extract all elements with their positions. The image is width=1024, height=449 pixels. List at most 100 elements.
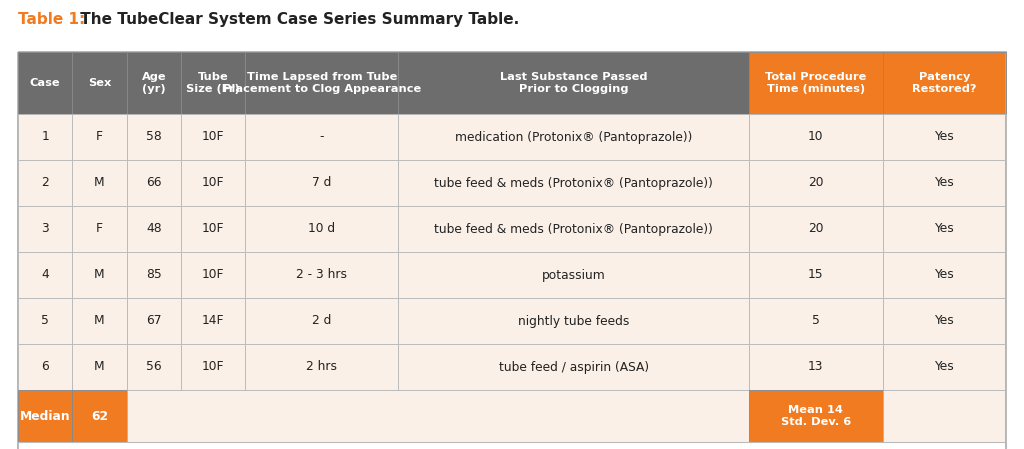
Bar [73, 390, 127, 442]
Bar [181, 252, 245, 298]
Bar [18, 114, 73, 160]
Text: 4: 4 [41, 269, 49, 282]
Text: Yes: Yes [934, 269, 954, 282]
Bar [750, 114, 883, 160]
Bar [181, 206, 245, 252]
Bar [73, 298, 127, 344]
Text: potassium: potassium [542, 269, 605, 282]
Text: Yes: Yes [934, 131, 954, 144]
Bar [883, 298, 1006, 344]
Bar [127, 390, 750, 442]
Text: Case: Case [30, 78, 60, 88]
Bar [73, 344, 127, 390]
Text: 14F: 14F [202, 314, 224, 327]
Bar [18, 52, 73, 114]
Bar [245, 298, 398, 344]
Text: -: - [319, 131, 324, 144]
Bar [18, 206, 73, 252]
Bar [398, 114, 750, 160]
Text: 10F: 10F [202, 361, 224, 374]
Text: 2 - 3 hrs: 2 - 3 hrs [296, 269, 347, 282]
Text: Sex: Sex [88, 78, 112, 88]
Bar [73, 252, 127, 298]
Bar [73, 114, 127, 160]
Text: tube feed / aspirin (ASA): tube feed / aspirin (ASA) [499, 361, 649, 374]
Bar [245, 52, 398, 114]
Text: 6: 6 [41, 361, 49, 374]
Text: 2 hrs: 2 hrs [306, 361, 337, 374]
Bar [245, 160, 398, 206]
Bar [398, 160, 750, 206]
Bar [245, 252, 398, 298]
Bar [245, 298, 398, 344]
Text: 20: 20 [808, 176, 823, 189]
Bar [73, 298, 127, 344]
Bar [18, 160, 73, 206]
Bar [398, 252, 750, 298]
Bar [73, 52, 127, 114]
Bar [883, 252, 1006, 298]
Text: 5: 5 [812, 314, 820, 327]
Text: Tube
Size (Fr): Tube Size (Fr) [186, 72, 240, 94]
Bar [883, 114, 1006, 160]
Bar [750, 206, 883, 252]
Bar [883, 52, 1006, 114]
Bar [883, 206, 1006, 252]
Text: 3: 3 [41, 223, 49, 235]
Text: Time Lapsed from Tube
Placement to Clog Appearance: Time Lapsed from Tube Placement to Clog … [222, 72, 421, 94]
Bar [181, 160, 245, 206]
Bar [750, 114, 883, 160]
Text: 7 d: 7 d [312, 176, 332, 189]
Text: Yes: Yes [934, 314, 954, 327]
Bar [750, 252, 883, 298]
Bar [181, 52, 245, 114]
Text: Yes: Yes [934, 361, 954, 374]
Bar [18, 206, 73, 252]
Bar [127, 52, 181, 114]
Text: 10F: 10F [202, 223, 224, 235]
Bar [18, 298, 73, 344]
Text: 85: 85 [146, 269, 162, 282]
Bar [127, 52, 181, 114]
Bar [398, 344, 750, 390]
Text: 56: 56 [146, 361, 162, 374]
Bar [127, 298, 181, 344]
Text: 62: 62 [91, 409, 109, 423]
Bar [398, 298, 750, 344]
Text: M: M [94, 176, 104, 189]
Text: Mean 14
Std. Dev. 6: Mean 14 Std. Dev. 6 [780, 405, 851, 427]
Bar [398, 114, 750, 160]
Text: tube feed & meds (Protonix® (Pantoprazole)): tube feed & meds (Protonix® (Pantoprazol… [434, 176, 713, 189]
Bar [127, 114, 181, 160]
Bar [398, 298, 750, 344]
Text: 2: 2 [41, 176, 49, 189]
Text: Table 1:: Table 1: [18, 12, 85, 27]
Bar [18, 442, 1006, 449]
Text: 10F: 10F [202, 131, 224, 144]
Bar [245, 206, 398, 252]
Text: 20: 20 [808, 223, 823, 235]
Text: Yes: Yes [934, 223, 954, 235]
Bar [127, 252, 181, 298]
Text: nightly tube feeds: nightly tube feeds [518, 314, 630, 327]
Bar [18, 160, 73, 206]
Bar [18, 298, 73, 344]
Bar [398, 206, 750, 252]
Bar [883, 390, 1006, 442]
Bar [181, 114, 245, 160]
Bar [883, 252, 1006, 298]
Bar [73, 344, 127, 390]
Text: Age
(yr): Age (yr) [141, 72, 166, 94]
Text: 10 d: 10 d [308, 223, 336, 235]
Bar [73, 206, 127, 252]
Bar [18, 390, 73, 442]
Bar [181, 344, 245, 390]
Bar [18, 114, 73, 160]
Bar [245, 114, 398, 160]
Bar [883, 344, 1006, 390]
Bar [750, 160, 883, 206]
Bar [883, 344, 1006, 390]
Bar [127, 344, 181, 390]
Bar [73, 52, 127, 114]
Bar [750, 390, 883, 442]
